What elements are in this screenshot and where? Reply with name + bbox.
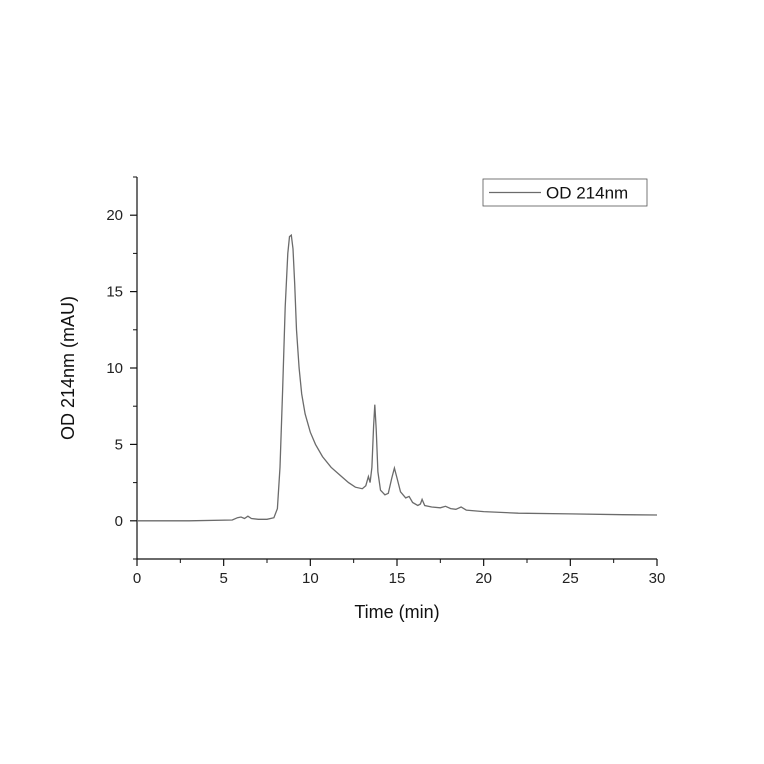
x-tick-label: 0 (133, 570, 141, 587)
y-axis-title: OD 214nm (mAU) (58, 296, 78, 440)
series-line-od214 (137, 233, 658, 522)
legend-label: OD 214nm (546, 184, 628, 203)
x-tick-label: 15 (389, 570, 406, 587)
y-tick-label: 20 (106, 207, 123, 224)
y-tick-label: 5 (115, 436, 123, 453)
y-tick-label: 0 (115, 513, 123, 530)
x-ticks: 0 5 10 15 20 25 30 (133, 559, 666, 587)
x-tick-label: 20 (475, 570, 492, 587)
y-tick-label: 15 (106, 284, 123, 301)
x-tick-label: 30 (649, 570, 666, 587)
x-axis-title: Time (min) (354, 602, 439, 622)
x-tick-label: 10 (302, 570, 319, 587)
y-tick-label: 10 (106, 360, 123, 377)
x-tick-label: 5 (219, 570, 227, 587)
legend: OD 214nm (482, 178, 648, 207)
x-tick-label: 25 (562, 570, 579, 587)
axes (136, 177, 657, 560)
y-ticks: 0 5 10 15 20 (106, 176, 137, 560)
